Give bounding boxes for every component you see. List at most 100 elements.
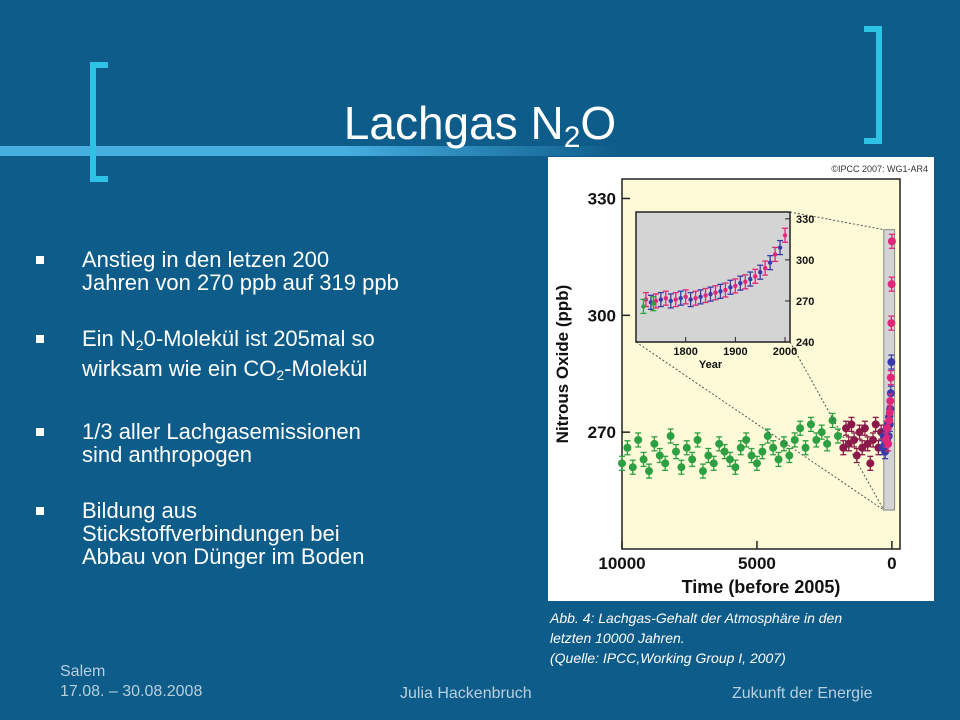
y-tick-label: 270 bbox=[588, 423, 616, 442]
inset-data-point bbox=[663, 296, 669, 301]
data-point bbox=[693, 435, 702, 444]
inset-data-point bbox=[693, 296, 698, 301]
data-point bbox=[833, 432, 842, 441]
data-point bbox=[618, 459, 626, 468]
inset-connector bbox=[635, 341, 885, 511]
inset-data-point bbox=[767, 260, 773, 265]
footer-location: Salem bbox=[60, 663, 106, 680]
footer-date: 17.08. – 30.08.2008 bbox=[60, 683, 203, 700]
bullet-line: Anstieg in den letzen 200 bbox=[82, 247, 330, 272]
inset-data-point bbox=[728, 285, 733, 290]
bullet-marker-icon bbox=[36, 335, 44, 343]
inset-data-point bbox=[718, 289, 723, 294]
slide-title: Lachgas N2O bbox=[343, 97, 617, 154]
bullet-line: Abbau von Dünger im Boden bbox=[82, 544, 365, 569]
bullet-marker-icon bbox=[36, 256, 44, 264]
recent-period-band bbox=[883, 229, 896, 511]
data-point bbox=[887, 319, 896, 328]
data-point bbox=[661, 459, 670, 468]
data-point bbox=[639, 455, 648, 464]
data-point bbox=[747, 451, 756, 460]
data-point bbox=[720, 447, 729, 456]
footer-topic: Zukunft der Energie bbox=[732, 685, 873, 702]
inset-data-point bbox=[641, 304, 646, 309]
inset-x-axis-label: Year bbox=[699, 359, 723, 371]
inset-data-point bbox=[668, 298, 673, 304]
inset-y-tick-label: 330 bbox=[796, 214, 814, 226]
data-point bbox=[790, 435, 799, 444]
inset-data-point bbox=[658, 297, 664, 302]
data-point bbox=[828, 416, 837, 425]
inset-data-point bbox=[713, 290, 718, 295]
data-point bbox=[785, 451, 794, 460]
inset-data-point bbox=[708, 291, 713, 297]
footer-location-date: Salem 17.08. – 30.08.2008 bbox=[60, 662, 202, 702]
data-point bbox=[725, 455, 734, 464]
data-point bbox=[644, 467, 653, 476]
data-point bbox=[671, 447, 680, 456]
data-point bbox=[806, 420, 815, 429]
inset-data-point bbox=[723, 287, 728, 293]
inset-data-point bbox=[688, 297, 693, 302]
data-point bbox=[688, 455, 697, 464]
bullet-line: Ein N20-Molekül ist 205mal so bbox=[82, 326, 375, 353]
data-point bbox=[886, 389, 895, 398]
data-point bbox=[884, 439, 893, 448]
inset-data-point bbox=[753, 274, 758, 279]
data-point bbox=[650, 439, 659, 448]
data-point bbox=[655, 451, 664, 460]
inset-data-point bbox=[703, 293, 708, 298]
data-point bbox=[769, 443, 778, 452]
data-point bbox=[801, 443, 810, 452]
x-tick-label: 0 bbox=[887, 554, 896, 573]
data-point bbox=[817, 428, 826, 437]
inset-data-point bbox=[683, 294, 688, 300]
inset-panel bbox=[635, 211, 791, 343]
data-point bbox=[709, 459, 718, 468]
data-point bbox=[736, 443, 745, 452]
inset-data-point bbox=[698, 294, 703, 300]
inset-data-point bbox=[762, 265, 768, 271]
bullet-line: 1/3 aller Lachgasemissionen bbox=[82, 419, 361, 444]
title-subscript: 2 bbox=[563, 121, 581, 154]
x-tick-label: 5000 bbox=[738, 554, 776, 573]
inset-x-tick-label: 2000 bbox=[773, 346, 797, 358]
bullet-item: 1/3 aller Lachgasemissionen sind anthropo… bbox=[36, 420, 506, 466]
data-point bbox=[852, 451, 861, 460]
data-point bbox=[715, 439, 724, 448]
inset-data-point bbox=[733, 283, 738, 289]
data-point bbox=[774, 455, 783, 464]
inset-y-tick-label: 240 bbox=[796, 337, 814, 349]
data-point bbox=[677, 463, 686, 472]
bullet-line: Stickstoffverbindungen bei bbox=[82, 521, 340, 546]
footer-author: Julia Hackenbruch bbox=[400, 685, 532, 702]
inset-data-point bbox=[651, 301, 656, 306]
caption-line-3: (Quelle: IPCC,Working Group I, 2007) bbox=[550, 650, 786, 666]
data-point bbox=[666, 432, 675, 441]
inset-y-tick-label: 270 bbox=[796, 296, 814, 308]
y-axis-label: Nitrous Oxide (ppb) bbox=[553, 285, 572, 444]
figure-caption: Abb. 4: Lachgas-Gehalt der Atmosphäre in… bbox=[550, 608, 950, 668]
data-point bbox=[871, 420, 880, 429]
bullet-item: Ein N20-Molekül ist 205mal so wirksam wie… bbox=[36, 327, 506, 387]
data-point bbox=[634, 435, 643, 444]
data-point bbox=[887, 280, 896, 289]
inset-data-point bbox=[738, 280, 743, 286]
bullet-line: Jahren von 270 ppb auf 319 ppb bbox=[82, 270, 399, 295]
data-point bbox=[628, 463, 637, 472]
data-point bbox=[886, 373, 895, 382]
inset-connector bbox=[789, 341, 885, 511]
inset-data-point bbox=[743, 279, 748, 284]
bullet-marker-icon bbox=[36, 507, 44, 515]
data-point bbox=[885, 408, 894, 417]
data-point bbox=[847, 420, 856, 429]
caption-line-2: letzten 10000 Jahren. bbox=[550, 630, 685, 646]
left-bracket-decoration bbox=[90, 62, 108, 182]
inset-x-tick-label: 1800 bbox=[673, 346, 697, 358]
data-point bbox=[887, 237, 896, 246]
inset-data-point bbox=[777, 245, 783, 250]
data-point bbox=[850, 435, 859, 444]
data-point bbox=[731, 463, 740, 472]
title-accent-line bbox=[0, 146, 620, 156]
